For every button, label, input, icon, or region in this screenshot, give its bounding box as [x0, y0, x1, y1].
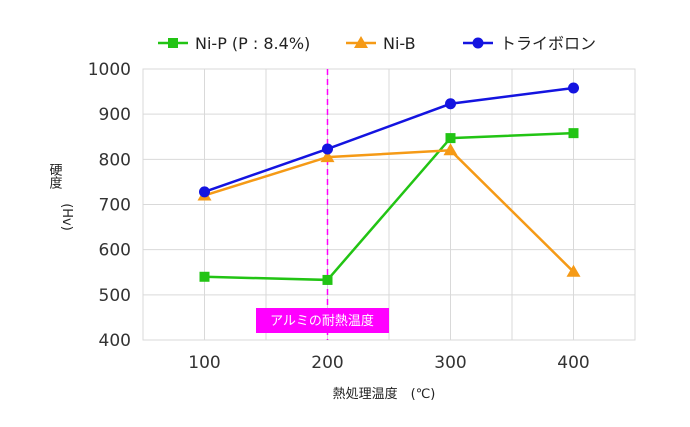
y-axis-title: 硬度: [47, 163, 63, 189]
series-layer: [197, 82, 581, 285]
series-3: [199, 82, 579, 198]
legend-item-1: Ni-P (P : 8.4%): [158, 34, 310, 53]
data-point-marker: [354, 36, 368, 48]
grid-lines: [142, 68, 636, 341]
data-point-marker: [322, 274, 333, 285]
data-point-marker: [199, 271, 210, 282]
data-point-marker: [322, 143, 333, 155]
series-line: [204, 131, 574, 282]
plot-frame: [142, 68, 636, 341]
annotation-text: アルミの耐熱温度: [270, 313, 374, 329]
data-point-marker: [568, 128, 579, 139]
y-tick-label: 400: [99, 331, 131, 351]
y-tick-label: 700: [99, 196, 131, 216]
series-line: [204, 86, 574, 194]
y-tick-label: 500: [99, 286, 131, 306]
legend-item-3: トライボロン: [463, 34, 596, 53]
x-tick-label: 300: [434, 353, 466, 373]
data-point-marker: [566, 264, 581, 277]
y-tick-label: 1000: [88, 60, 131, 80]
data-point-marker: [199, 186, 210, 198]
x-axis-title: 熱処理温度 (℃): [333, 386, 436, 402]
legend-label: Ni-B: [383, 34, 416, 53]
data-point-marker: [472, 37, 484, 49]
legend-item-2: Ni-B: [346, 34, 416, 53]
y-tick-label: 600: [99, 241, 131, 261]
tick-labels: 400 500 600 700 800 900 1000 100 200 300 400: [88, 60, 590, 373]
legend-label: Ni-P (P : 8.4%): [195, 34, 310, 53]
series-line: [204, 149, 575, 273]
x-tick-label: 100: [188, 353, 220, 373]
data-point-marker: [443, 143, 458, 156]
annotation-box: [256, 308, 389, 333]
x-tick-label: 400: [557, 353, 589, 373]
data-point-marker: [445, 133, 456, 144]
series-1: [199, 128, 579, 285]
legend-label: トライボロン: [500, 34, 596, 53]
data-point-marker: [445, 98, 456, 110]
x-tick-label: 200: [311, 353, 343, 373]
data-point-marker: [568, 82, 579, 94]
y-axis-unit: (Hv): [59, 203, 74, 231]
data-point-marker: [320, 150, 335, 163]
data-point-marker: [168, 38, 178, 48]
legend: Ni-P (P : 8.4%) Ni-B トライボロン: [158, 34, 596, 53]
y-tick-label: 900: [99, 105, 131, 125]
y-tick-label: 800: [99, 150, 131, 170]
